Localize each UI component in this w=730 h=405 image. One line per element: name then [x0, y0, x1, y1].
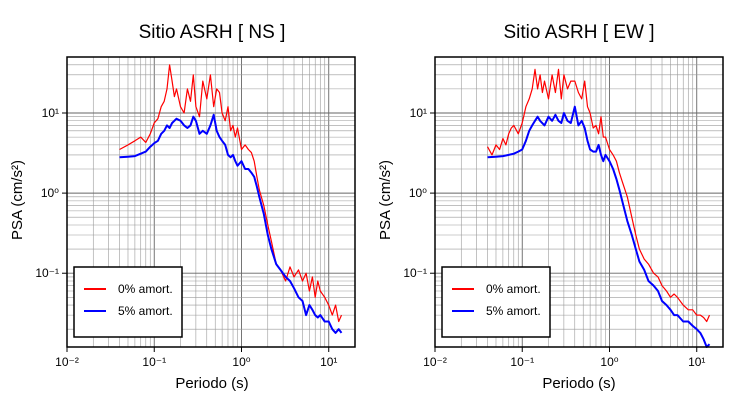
plot-frame [434, 56, 724, 348]
y-tick-label: 10¹ [42, 106, 59, 120]
legend-label: 0% amort. [118, 282, 173, 296]
series-line-damping-5 [119, 113, 343, 334]
legend-box [73, 266, 183, 338]
y-axis-label: PSA (cm/s²) [377, 160, 394, 240]
chart-title: Sitio ASRH [ NS ] [139, 22, 286, 43]
x-axis-label: Periodo (s) [542, 375, 615, 392]
tick-labels: 10⁻² 10⁻¹ 10⁰ 10¹ 10⁻¹ 10⁰ 10¹ [35, 106, 337, 369]
y-tick-label: 10⁰ [41, 186, 59, 200]
legend: 0% amort. 5% amort. [73, 266, 183, 338]
legend-label: 0% amort. [486, 282, 541, 296]
x-axis-label: Periodo (s) [175, 375, 248, 392]
x-tick-label: 10¹ [320, 355, 337, 369]
y-tick-label: 10⁻¹ [35, 266, 59, 280]
x-tick-label: 10⁰ [600, 355, 618, 369]
panel-ns: Sitio ASRH [ NS ] Periodo (s) PSA (cm/s²… [9, 22, 356, 392]
y-tick-label: 10¹ [410, 106, 427, 120]
x-tick-label: 10⁰ [232, 355, 250, 369]
series-line-damping-0 [119, 64, 343, 323]
panel-ew: Sitio ASRH [ EW ] Periodo (s) PSA (cm/s²… [377, 22, 724, 392]
series-layer [486, 68, 711, 348]
y-tick-label: 10⁰ [409, 186, 427, 200]
legend-label: 5% amort. [486, 304, 541, 318]
chart-title: Sitio ASRH [ EW ] [504, 22, 655, 43]
tick-labels: 10⁻² 10⁻¹ 10⁰ 10¹ 10⁻¹ 10⁰ 10¹ [403, 106, 705, 369]
x-tick-label: 10⁻¹ [142, 355, 166, 369]
legend: 0% amort. 5% amort. [441, 266, 551, 338]
x-tick-label: 10⁻¹ [510, 355, 534, 369]
series-line-damping-0 [486, 68, 711, 323]
series-layer [119, 64, 343, 334]
x-tick-label: 10⁻² [423, 355, 447, 369]
legend-box [441, 266, 551, 338]
series-line-damping-5 [487, 105, 711, 348]
x-tick-label: 10⁻² [55, 355, 79, 369]
plot-frame [66, 56, 356, 348]
x-tick-label: 10¹ [688, 355, 705, 369]
y-tick-label: 10⁻¹ [403, 266, 427, 280]
legend-label: 5% amort. [118, 304, 173, 318]
y-axis-label: PSA (cm/s²) [9, 160, 26, 240]
